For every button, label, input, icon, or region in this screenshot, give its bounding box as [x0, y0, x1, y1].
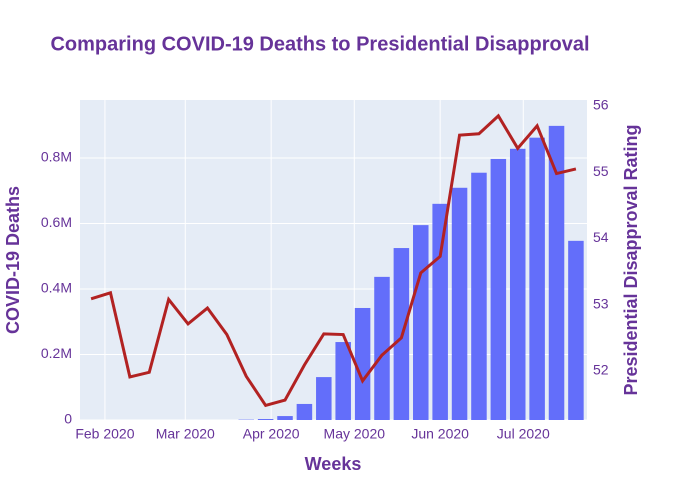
y-tick-label: 0: [64, 411, 72, 427]
bar: [568, 240, 584, 420]
bar: [316, 377, 332, 420]
bar: [471, 172, 487, 420]
x-tick-label: Jun 2020: [411, 426, 469, 442]
bar: [335, 342, 351, 420]
bar: [296, 403, 313, 420]
bar: [432, 203, 448, 420]
bar: [548, 125, 565, 421]
line: [90, 113, 577, 408]
bar: [451, 187, 468, 420]
y2-axis-label: Presidential Disapproval Rating: [621, 124, 641, 395]
y2-tick-label: 55: [593, 163, 609, 179]
y-axis-label: COVID-19 Deaths: [3, 186, 23, 334]
x-tick-label: Jul 2020: [497, 426, 550, 442]
chart-title: Comparing COVID-19 Deaths to Presidentia…: [50, 33, 589, 55]
y2-tick-label: 53: [593, 295, 609, 311]
bar: [413, 225, 429, 420]
bar: [354, 307, 371, 420]
y-tick-label: 0.8M: [41, 149, 72, 165]
x-tick-label: Apr 2020: [243, 426, 300, 442]
bar: [257, 419, 274, 420]
bar: [374, 276, 390, 420]
x-tick-label: May 2020: [324, 426, 386, 442]
bar: [277, 416, 293, 420]
bar: [490, 158, 507, 420]
x-tick-label: Mar 2020: [156, 426, 215, 442]
x-tick-label: Feb 2020: [75, 426, 134, 442]
y-tick-label: 0.6M: [41, 214, 72, 230]
y-tick-label: 0.2M: [41, 345, 72, 361]
y2-tick-label: 56: [593, 97, 609, 113]
y-tick-label: 0.4M: [41, 280, 72, 296]
x-axis-label: Weeks: [305, 454, 362, 474]
y2-tick-label: 54: [593, 229, 609, 245]
y2-tick-label: 52: [593, 362, 609, 378]
bar: [509, 148, 526, 420]
bar: [529, 137, 545, 420]
